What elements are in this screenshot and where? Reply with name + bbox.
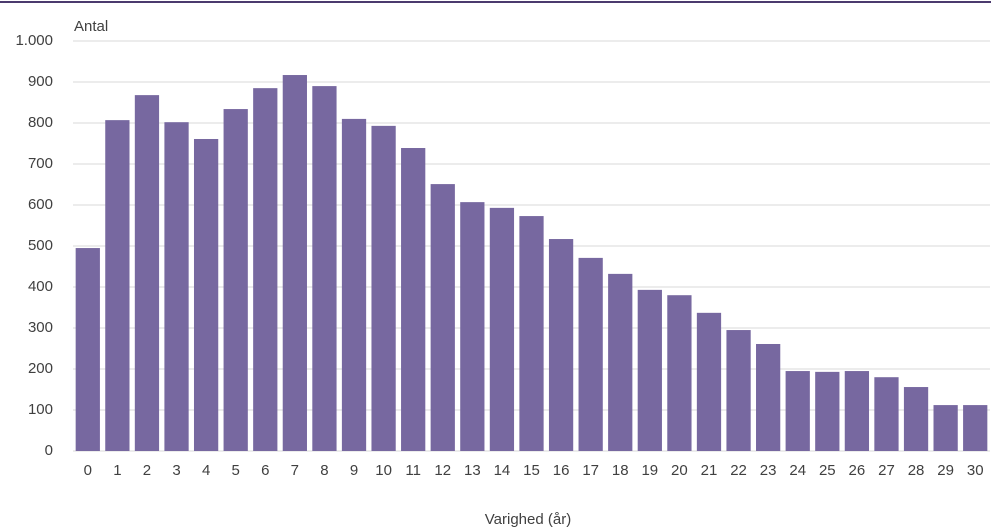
bar	[430, 184, 455, 451]
x-tick-label: 1	[113, 462, 121, 479]
y-tick-label: 900	[28, 73, 53, 90]
y-tick-label: 400	[28, 278, 53, 295]
bar	[253, 88, 278, 452]
bar	[134, 95, 160, 452]
bar	[756, 343, 781, 451]
x-tick-label: 13	[464, 462, 481, 479]
x-tick-label: 4	[202, 462, 210, 479]
y-tick-label: 200	[28, 360, 53, 377]
x-tick-label: 2	[143, 462, 151, 479]
bar	[815, 371, 840, 451]
x-tick-label: 18	[612, 462, 629, 479]
x-tick-label: 27	[878, 462, 895, 479]
x-tick-label: 14	[494, 462, 511, 479]
bar	[933, 405, 958, 451]
bar	[282, 75, 307, 451]
x-tick-label: 20	[671, 462, 688, 479]
bar	[341, 118, 367, 452]
bar	[726, 330, 751, 451]
y-tick-label: 700	[28, 155, 53, 172]
bar	[696, 312, 722, 451]
x-tick-label: 29	[937, 462, 954, 479]
y-axis-label: Antal	[74, 18, 108, 35]
bar	[903, 387, 929, 451]
x-tick-label: 25	[819, 462, 836, 479]
x-tick-label: 30	[967, 462, 984, 479]
x-tick-label: 0	[84, 462, 92, 479]
y-tick-label: 500	[28, 237, 53, 254]
bar	[785, 371, 810, 451]
bar	[489, 207, 515, 451]
bar	[844, 371, 870, 451]
bar	[75, 248, 100, 451]
x-tick-label: 28	[908, 462, 925, 479]
bar	[401, 148, 426, 451]
bar	[193, 138, 219, 452]
x-tick-label: 22	[730, 462, 747, 479]
x-tick-label: 19	[641, 462, 658, 479]
x-tick-label: 23	[760, 462, 777, 479]
x-tick-label: 24	[789, 462, 806, 479]
x-tick-label: 9	[350, 462, 358, 479]
bar	[548, 239, 574, 451]
bar	[637, 289, 662, 451]
bar	[608, 273, 633, 451]
bar	[667, 295, 692, 451]
bar	[223, 109, 248, 451]
bar	[164, 122, 189, 452]
bar	[371, 125, 396, 452]
x-tick-label: 21	[701, 462, 718, 479]
bar	[963, 405, 988, 451]
x-axis-label: Varighed (år)	[485, 511, 571, 528]
y-tick-label: 300	[28, 319, 53, 336]
bar	[519, 216, 544, 451]
bar	[460, 202, 485, 451]
y-tick-label: 100	[28, 401, 53, 418]
bar	[578, 257, 603, 451]
y-tick-label: 600	[28, 196, 53, 213]
x-tick-label: 16	[553, 462, 570, 479]
bar	[874, 377, 899, 451]
x-tick-label: 3	[172, 462, 180, 479]
x-tick-label: 8	[320, 462, 328, 479]
y-tick-label: 0	[45, 442, 53, 459]
bar	[312, 86, 337, 451]
x-tick-label: 12	[434, 462, 451, 479]
bar	[105, 120, 130, 451]
x-tick-label: 10	[375, 462, 392, 479]
x-tick-label: 26	[849, 462, 866, 479]
y-tick-label: 1.000	[15, 32, 53, 49]
x-tick-label: 5	[232, 462, 240, 479]
x-tick-label: 6	[261, 462, 269, 479]
x-tick-label: 7	[291, 462, 299, 479]
x-tick-label: 15	[523, 462, 540, 479]
x-tick-label: 17	[582, 462, 599, 479]
y-tick-label: 800	[28, 114, 53, 131]
x-tick-label: 11	[405, 462, 421, 479]
